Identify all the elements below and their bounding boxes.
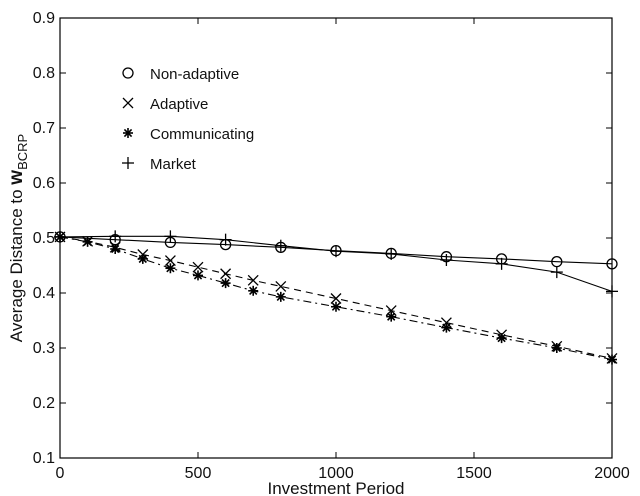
data-point [606, 258, 618, 270]
marker-stroke [249, 286, 258, 295]
data-point [495, 257, 508, 270]
data-point [606, 285, 618, 298]
marker-stroke [387, 312, 396, 321]
x-axis-label: Investment Period [267, 479, 404, 496]
x-tick-label: 0 [56, 465, 65, 482]
axis-ticks: 0 500 1000 1500 2000 0.1 0.2 0.3 0.4 0.5 0.6 0.7 0.8… [33, 10, 630, 482]
marker-stroke [164, 255, 176, 267]
legend-marker [122, 97, 134, 109]
legend-marker [123, 128, 133, 138]
y-tick-label: 0.7 [33, 120, 55, 137]
data-point [440, 254, 453, 266]
data-point [137, 253, 148, 264]
data-point [248, 285, 259, 296]
data-point [275, 280, 287, 292]
data-point [193, 270, 203, 281]
marker-stroke [276, 292, 285, 302]
data-point [164, 230, 177, 243]
data-point [82, 236, 93, 247]
legend-marker [122, 157, 134, 169]
data-point [550, 266, 563, 279]
x-tick-label: 2000 [594, 465, 630, 482]
legend-label: Non-adaptive [150, 66, 239, 83]
marker-stroke [220, 268, 232, 280]
marker-stroke [83, 237, 92, 247]
data-point [219, 233, 232, 246]
y-tick-label: 0.8 [33, 65, 55, 82]
marker-stroke [138, 254, 147, 264]
marker-stroke [123, 128, 133, 138]
marker-stroke [330, 293, 342, 304]
marker-stroke [111, 244, 120, 254]
y-axis-label-subscript: BCRP [15, 134, 30, 170]
y-tick-label: 0.9 [33, 10, 55, 27]
y-tick-label: 0.3 [33, 340, 55, 357]
marker-stroke [275, 280, 287, 292]
data-point [164, 255, 176, 267]
marker-stroke [247, 274, 259, 286]
legend-marker [122, 67, 134, 79]
marker-stroke [193, 271, 203, 280]
data-point [109, 230, 122, 243]
data-point [275, 291, 286, 302]
y-tick-label: 0.6 [33, 175, 55, 192]
data-point [192, 261, 204, 273]
plot-frame [59, 17, 613, 459]
series-market [54, 230, 618, 298]
data-point [607, 354, 617, 365]
y-axis-label-prefix: Average Distance to [7, 185, 26, 343]
data-point [551, 343, 562, 353]
y-tick-label: 0.4 [33, 285, 55, 302]
marker-circle [122, 67, 134, 79]
legend-label: Adaptive [150, 96, 208, 113]
y-tick-label: 0.1 [33, 450, 55, 467]
y-axis-label: Average Distance to wBCRP [6, 134, 30, 342]
x-tick-label: 1500 [456, 465, 492, 482]
data-point [110, 244, 121, 254]
marker-stroke [221, 278, 230, 288]
legend: Non-adaptive Adaptive Communicating Market [122, 66, 254, 173]
data-point [274, 239, 287, 252]
data-point [385, 247, 398, 260]
x-tick-label: 1000 [318, 465, 354, 482]
y-tick-label: 0.2 [33, 395, 55, 412]
y-axis-label-symbol: w [6, 170, 27, 186]
data-point [165, 263, 176, 274]
legend-label: Market [150, 156, 197, 173]
x-tick-label: 500 [185, 465, 212, 482]
data-point [386, 311, 397, 322]
data-point [330, 293, 342, 304]
marker-stroke [122, 97, 134, 109]
marker-stroke [192, 261, 204, 273]
data-point [496, 333, 507, 344]
data-point [331, 301, 341, 312]
marker-stroke [442, 323, 451, 332]
series-communicating [55, 231, 617, 365]
data-point [441, 322, 452, 333]
data-point [330, 245, 342, 258]
series-layer [54, 230, 618, 365]
data-point [220, 278, 231, 289]
marker-stroke [497, 333, 506, 343]
marker-circle [606, 258, 618, 270]
data-point [220, 268, 232, 280]
y-tick-label: 0.5 [33, 230, 55, 247]
legend-label: Communicating [150, 126, 254, 143]
data-point [54, 230, 66, 243]
marker-stroke [607, 355, 617, 364]
data-point [247, 274, 259, 286]
marker-stroke [166, 264, 175, 273]
marker-stroke [331, 302, 341, 311]
marker-stroke [552, 343, 561, 353]
